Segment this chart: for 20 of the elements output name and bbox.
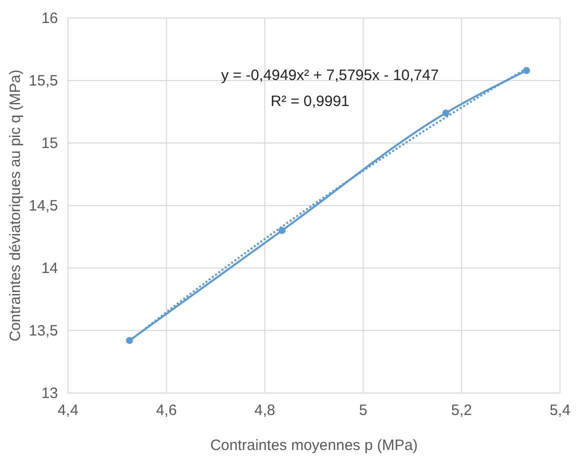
x-tick-label: 5,4 [550, 402, 570, 419]
x-tick-label: 4,6 [156, 402, 177, 419]
y-tick-label: 14 [41, 260, 58, 277]
y-tick-label: 15,5 [28, 72, 58, 90]
annotation: y = -0,4949x² + 7,5795x - 10,747 [221, 67, 439, 84]
point [442, 110, 450, 116]
y-tick-label: 13 [41, 385, 58, 402]
y-tick-label: 13,5 [28, 322, 58, 340]
point [126, 337, 133, 344]
point [278, 227, 286, 234]
x-tick-label: 4,4 [58, 402, 78, 419]
y-tick-label: 16 [41, 10, 58, 27]
x-tick-label: 4,8 [254, 402, 276, 419]
y-tick-label: 15 [41, 135, 58, 152]
annotation: R² = 0,9991 [270, 93, 350, 110]
x-tick-label: 5,2 [451, 402, 472, 419]
x-axis-title: Contraintes moyennes p (MPa) [210, 437, 418, 454]
x-tick-label: 5 [359, 402, 368, 419]
y-axis-title: Contraintes déviatoriques au pic q (MPa) [7, 70, 24, 342]
y-tick-label: 14,5 [28, 198, 58, 214]
